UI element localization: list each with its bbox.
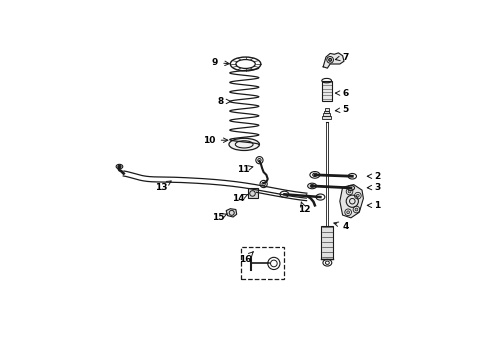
Circle shape <box>355 208 358 211</box>
Text: 8: 8 <box>218 97 231 106</box>
Text: 1: 1 <box>368 201 380 210</box>
Text: 11: 11 <box>237 165 253 174</box>
Circle shape <box>348 190 351 193</box>
Text: 10: 10 <box>203 136 228 145</box>
Bar <box>324 111 329 113</box>
Polygon shape <box>226 209 237 217</box>
Bar <box>242 247 284 279</box>
Polygon shape <box>229 138 259 150</box>
Circle shape <box>347 211 349 214</box>
Text: 7: 7 <box>335 53 348 62</box>
Bar <box>323 113 330 116</box>
Bar <box>322 81 332 102</box>
Text: 14: 14 <box>232 194 248 203</box>
Bar <box>321 226 334 260</box>
Text: 16: 16 <box>239 252 253 264</box>
Circle shape <box>356 194 359 197</box>
Text: 13: 13 <box>155 181 171 192</box>
Bar <box>247 188 258 198</box>
Text: 6: 6 <box>335 89 348 98</box>
Text: 4: 4 <box>334 222 348 231</box>
Text: 2: 2 <box>368 172 380 181</box>
Circle shape <box>329 58 332 61</box>
Text: 5: 5 <box>335 105 348 114</box>
Polygon shape <box>323 53 344 68</box>
Polygon shape <box>340 185 364 218</box>
Bar <box>322 116 331 120</box>
Text: 12: 12 <box>297 202 310 214</box>
Text: 9: 9 <box>212 58 229 67</box>
Bar <box>324 108 329 111</box>
Text: 15: 15 <box>212 213 227 222</box>
Text: 3: 3 <box>367 183 380 192</box>
